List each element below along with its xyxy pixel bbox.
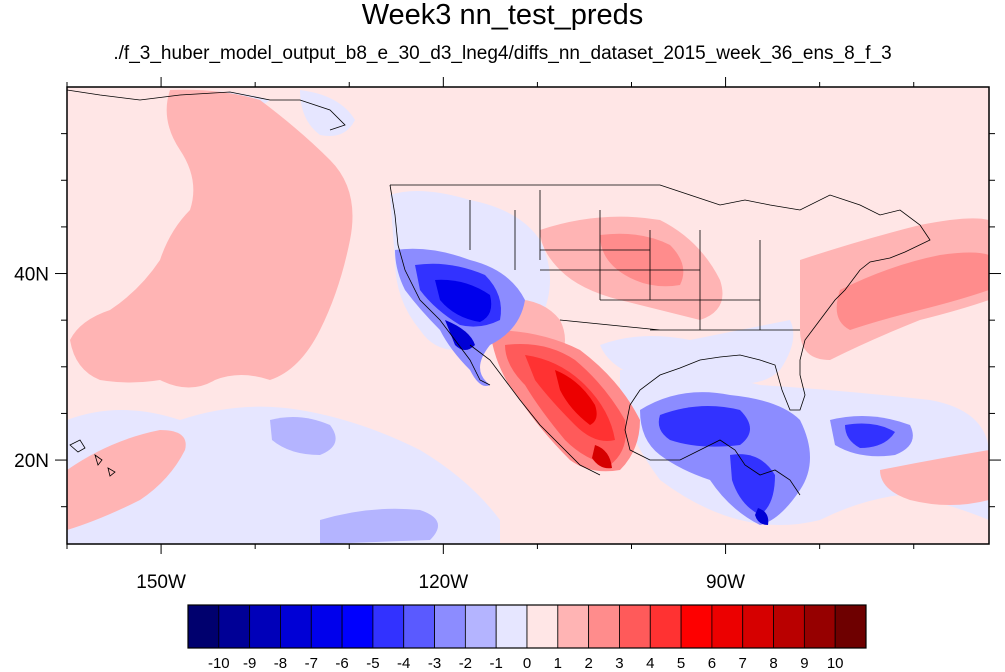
colorbar-swatch — [341, 604, 374, 649]
colorbar-level-label: -10 — [208, 655, 230, 672]
colorbar-level-label: 8 — [769, 655, 777, 672]
colorbar-level-label: 2 — [584, 655, 592, 672]
map-frame — [66, 86, 990, 545]
page-title: Week3 nn_test_preds — [361, 0, 644, 31]
colorbar — [187, 604, 867, 649]
colorbar-swatch — [464, 604, 497, 649]
colorbar-level-label: -2 — [459, 655, 472, 672]
colorbar-level-label: 10 — [827, 655, 844, 672]
colorbar-level-label: -4 — [397, 655, 410, 672]
y-tick-label: 40N — [14, 265, 49, 286]
colorbar-level-label: 1 — [554, 655, 562, 672]
colorbar-swatch — [711, 604, 744, 649]
y-tick-label: 20N — [14, 451, 49, 472]
colorbar-level-label: -8 — [274, 655, 287, 672]
colorbar-swatch — [310, 604, 343, 649]
colorbar-labels: -10 -9 -8 -7 -6 -5 -4 -3 -2 -1 0 1 2 3 4 5 6 7 8 9 10 — [208, 655, 844, 672]
colorbar-swatch — [526, 604, 559, 649]
x-tick-label: 120W — [419, 572, 469, 593]
x-tick-label: 150W — [136, 572, 186, 593]
colorbar-frame — [187, 604, 867, 649]
coastlines — [67, 89, 931, 496]
axis-ticks — [55, 77, 1001, 554]
colorbar-level-label: 5 — [677, 655, 685, 672]
colorbar-swatch — [495, 604, 528, 649]
colorbar-swatch — [588, 604, 620, 649]
colorbar-level-label: 4 — [646, 655, 654, 672]
colorbar-swatch — [187, 604, 220, 649]
colorbar-swatch — [803, 604, 836, 649]
colorbar-swatch — [372, 604, 405, 649]
x-tick-label: 90W — [706, 572, 745, 593]
colorbar-level-label: -3 — [428, 655, 441, 672]
colorbar-swatch — [834, 604, 867, 649]
colorbar-level-label: -1 — [490, 655, 503, 672]
colorbar-swatch — [619, 604, 651, 649]
colorbar-swatch — [280, 604, 312, 649]
colorbar-level-label: 9 — [800, 655, 808, 672]
page-subtitle: ./f_3_huber_model_output_b8_e_30_d3_lneg… — [113, 43, 892, 64]
colorbar-level-label: -5 — [366, 655, 379, 672]
axis-tick-labels: 150W 120W 90W 20N 40N — [14, 265, 745, 593]
colorbar-swatch — [434, 604, 466, 649]
colorbar-level-label: 3 — [615, 655, 623, 672]
field-red — [505, 344, 626, 469]
colorbar-level-label: 0 — [523, 655, 531, 672]
colorbar-swatch — [649, 604, 682, 649]
colorbar-swatch — [557, 604, 590, 649]
colorbar-level-label: -9 — [243, 655, 256, 672]
colorbar-level-label: 7 — [739, 655, 747, 672]
colorbar-swatch — [249, 604, 281, 649]
colorbar-level-label: 6 — [708, 655, 716, 672]
map-plot-area — [67, 87, 989, 544]
colorbar-swatch — [742, 604, 774, 649]
colorbar-swatch — [403, 604, 435, 649]
colorbar-level-label: -7 — [305, 655, 318, 672]
colorbar-swatch — [218, 604, 251, 649]
colorbar-swatch — [773, 604, 805, 649]
colorbar-level-label: -6 — [335, 655, 348, 672]
colorbar-swatch — [680, 604, 713, 649]
field-blue — [270, 248, 913, 544]
